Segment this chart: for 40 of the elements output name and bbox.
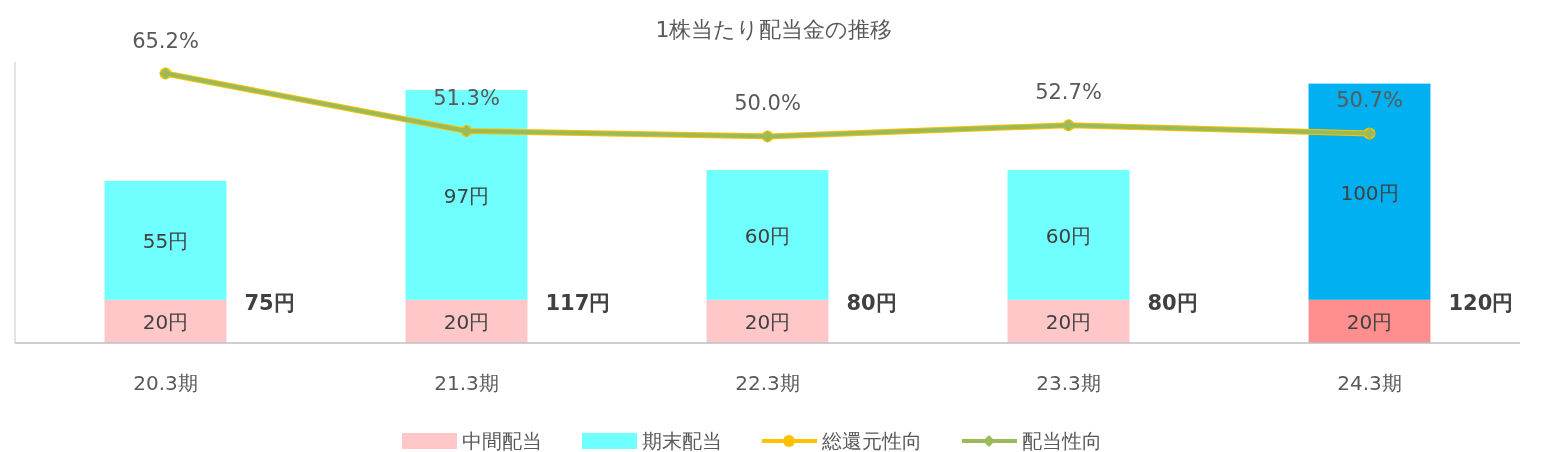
total-label: 120円 bbox=[1448, 290, 1514, 315]
data-label: 20円 bbox=[1346, 310, 1393, 335]
legend-label: 中間配当 bbox=[462, 429, 542, 452]
total-label: 80円 bbox=[1147, 290, 1198, 315]
data-label: 55円 bbox=[142, 229, 189, 254]
data-label: 97円 bbox=[443, 183, 490, 208]
bar bbox=[1007, 170, 1130, 300]
bar bbox=[1007, 299, 1130, 343]
legend-label: 期末配当 bbox=[642, 429, 722, 452]
x-tick-label: 21.3期 bbox=[434, 371, 499, 395]
data-label: 51.3% bbox=[433, 86, 500, 111]
bar bbox=[405, 299, 528, 343]
total-label: 75円 bbox=[244, 290, 295, 315]
bar bbox=[1308, 299, 1431, 343]
chart-title: 1株当たり配当金の推移 bbox=[655, 17, 893, 42]
data-label: 50.7% bbox=[1336, 88, 1403, 113]
total-label: 117円 bbox=[545, 290, 611, 315]
data-label: 52.7% bbox=[1035, 80, 1102, 105]
data-label: 20円 bbox=[1045, 310, 1092, 335]
bar bbox=[706, 170, 829, 300]
data-label: 20円 bbox=[744, 310, 791, 335]
bar bbox=[1308, 83, 1431, 300]
data-label: 20円 bbox=[443, 310, 490, 335]
bar bbox=[104, 180, 227, 300]
x-tick-label: 22.3期 bbox=[735, 371, 800, 395]
data-label: 100円 bbox=[1340, 180, 1399, 205]
bar bbox=[104, 299, 227, 343]
total-label: 80円 bbox=[846, 290, 897, 315]
bar bbox=[405, 90, 528, 300]
data-label: 65.2% bbox=[132, 28, 199, 53]
data-label: 60円 bbox=[744, 223, 791, 248]
legend-label: 総還元性向 bbox=[821, 429, 922, 452]
data-label: 20円 bbox=[142, 310, 189, 335]
data-label: 60円 bbox=[1045, 223, 1092, 248]
legend-label: 配当性向 bbox=[1022, 429, 1102, 452]
bar bbox=[706, 299, 829, 343]
x-tick-label: 20.3期 bbox=[133, 371, 198, 395]
x-tick-label: 23.3期 bbox=[1036, 371, 1101, 395]
x-tick-label: 24.3期 bbox=[1337, 371, 1402, 395]
data-label: 50.0% bbox=[734, 91, 801, 116]
